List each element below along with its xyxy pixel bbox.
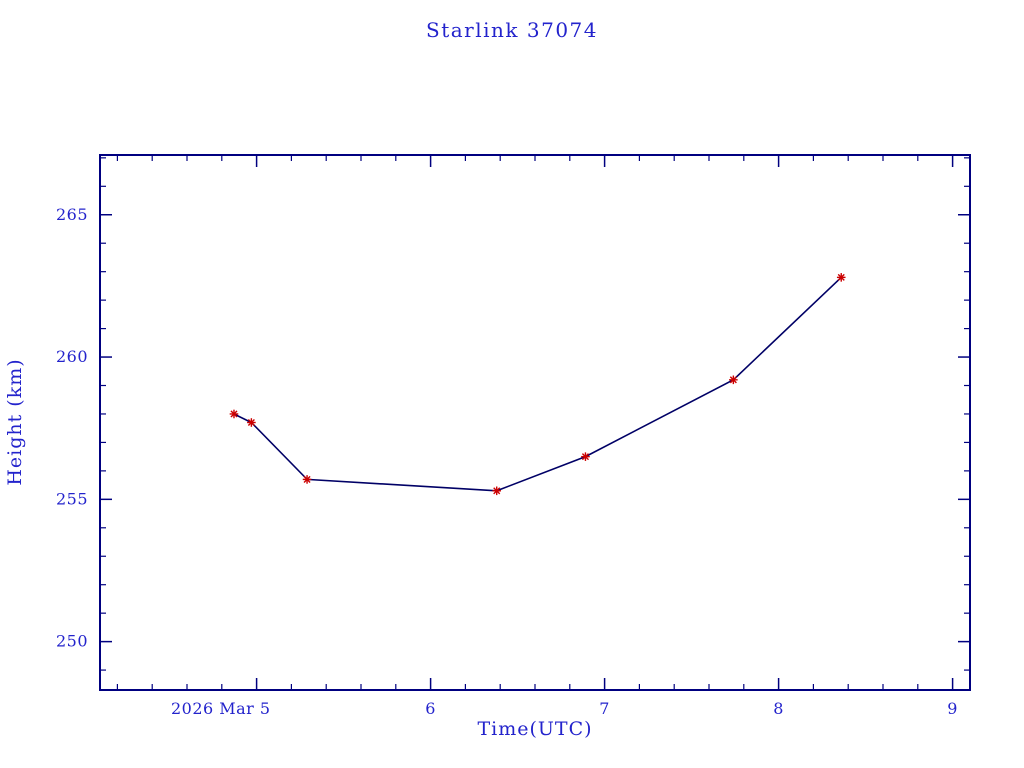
svg-text:250: 250 [56, 632, 88, 651]
svg-text:6: 6 [425, 699, 436, 718]
axis-ticks [100, 155, 970, 690]
svg-text:265: 265 [56, 205, 88, 224]
chart-title: Starlink 37074 [426, 18, 598, 42]
x-axis-label: Time(UTC) [477, 718, 592, 740]
plot-frame [99, 154, 971, 691]
data-series-line [233, 276, 842, 492]
svg-text:7: 7 [599, 699, 610, 718]
svg-text:2026 Mar 5: 2026 Mar 5 [171, 699, 271, 718]
data-point-markers [229, 273, 846, 496]
svg-text:9: 9 [947, 699, 958, 718]
svg-text:8: 8 [773, 699, 784, 718]
y-axis-label: Height (km) [4, 358, 26, 485]
axis-tick-labels: 2026 Mar 5 6 7 8 9 250 255 260 265 [56, 205, 958, 718]
svg-text:255: 255 [56, 489, 88, 508]
svg-text:260: 260 [56, 347, 88, 366]
